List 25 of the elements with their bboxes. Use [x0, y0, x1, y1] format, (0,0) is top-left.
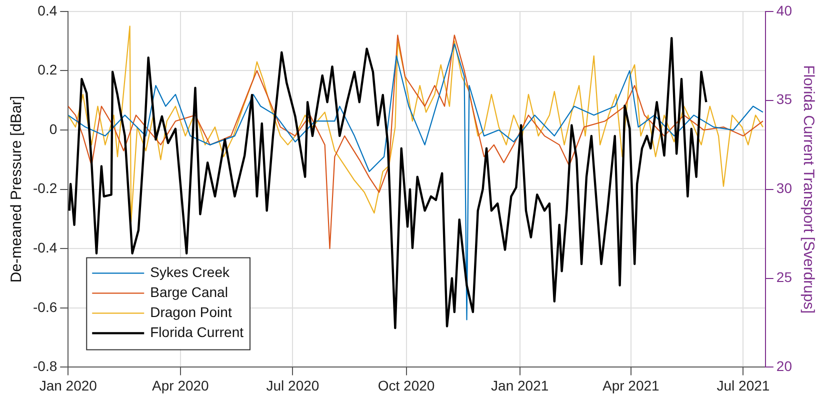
legend-label: Barge Canal	[150, 284, 228, 300]
x-tick-label: Jan 2021	[491, 377, 549, 394]
x-tick-label: Jan 2020	[39, 377, 98, 394]
x-tick-label: Jul 2020	[266, 377, 320, 394]
x-tick-label: Jul 2021	[716, 377, 770, 394]
legend-label: Florida Current	[150, 324, 244, 340]
y-tick-label: 0.2	[38, 62, 58, 78]
y-tick-label: -0.8	[33, 358, 58, 374]
y2-tick-label: 35	[776, 91, 792, 108]
y-tick-label: -0.6	[33, 298, 58, 315]
x-tick-label: Apr 2021	[602, 377, 660, 394]
y2-axis-title: Florida Current Transport [Sverdrups]	[800, 65, 817, 314]
y2-tick-label: 30	[776, 180, 792, 196]
y-tick-label: 0.4	[38, 2, 58, 18]
x-tick-label: Oct 2020	[378, 377, 435, 394]
x-tick-label: Apr 2020	[152, 377, 210, 394]
y-axis-title: De-meaned Pressure [dBar]	[8, 96, 26, 283]
legend-label: Dragon Point	[150, 304, 232, 320]
y-tick-label: 0	[49, 120, 58, 137]
y-tick-label: -0.4	[33, 239, 58, 256]
y2-tick-label: 40	[776, 2, 792, 18]
y2-tick-label: 20	[776, 358, 792, 374]
y-tick-label: -0.2	[33, 180, 58, 196]
y2-tick-label: 25	[776, 269, 792, 286]
legend-label: Sykes Creek	[150, 264, 230, 280]
